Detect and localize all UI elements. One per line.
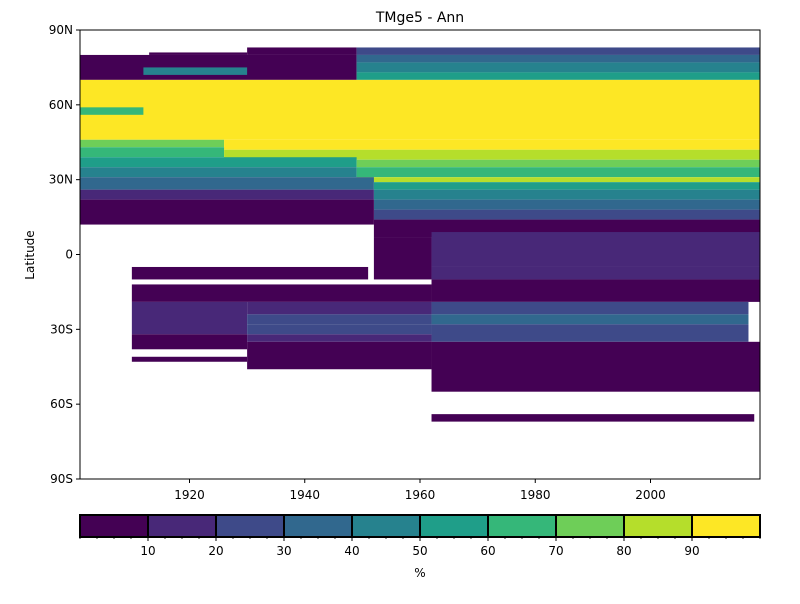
heatmap-cell (80, 139, 225, 148)
y-tick-label: 30S (50, 322, 73, 336)
colorbar-tick-label: 60 (480, 544, 495, 558)
heatmap-cell (80, 54, 357, 80)
heatmap-cell (431, 414, 755, 422)
x-tick-label: 1960 (405, 488, 436, 502)
heatmap-cell (224, 139, 760, 150)
heatmap-cell (247, 301, 432, 315)
colorbar-swatch (79, 514, 149, 538)
colorbar-swatch (283, 514, 353, 538)
heatmap-cell (224, 149, 760, 160)
y-tick-label: 90N (49, 23, 73, 37)
heatmap-cell (143, 67, 248, 75)
heatmap-cell (131, 284, 432, 302)
colorbar-tick-label: 80 (616, 544, 631, 558)
heatmap-cell (247, 47, 357, 55)
colorbar-tick-label: 40 (344, 544, 359, 558)
x-axis: 1920 1940 1960 1980 2000 (174, 479, 666, 502)
heatmap-cell (431, 279, 760, 302)
colorbar: 10 20 30 40 50 60 70 80 90 (79, 514, 761, 558)
colorbar-swatch (487, 514, 557, 538)
colorbar-label: % (414, 566, 425, 580)
x-tick-label: 1920 (174, 488, 205, 502)
y-axis: 90N 60N 30N 0 30S 60S 90S (49, 23, 80, 486)
heatmap-cell (431, 314, 749, 325)
heatmap-cell (431, 266, 760, 280)
colorbar-swatch (623, 514, 693, 538)
heatmap-cell (131, 301, 248, 335)
y-tick-label: 60S (50, 397, 73, 411)
heatmap-cell (247, 314, 432, 325)
heatmap-cell (80, 199, 374, 225)
y-tick-label: 0 (65, 248, 73, 262)
colorbar-swatch (555, 514, 625, 538)
heatmap-cell (80, 79, 760, 140)
heatmap-cell (431, 341, 760, 392)
heatmap-cell (80, 107, 144, 115)
plot-area (79, 29, 761, 480)
chart-title: TMge5 - Ann (375, 10, 464, 26)
heatmap-cell (80, 167, 357, 178)
x-tick-label: 2000 (635, 488, 666, 502)
colorbar-tick-label: 30 (276, 544, 291, 558)
y-axis-label: Latitude (23, 230, 37, 279)
heatmap-cell (247, 334, 432, 342)
colorbar-swatch (351, 514, 421, 538)
colorbar-swatch (419, 514, 489, 538)
heatmap-cell (431, 232, 760, 267)
heatmap-cell (80, 157, 357, 168)
heatmap-cell (247, 341, 432, 370)
colorbar-tick-label: 20 (208, 544, 223, 558)
heatmap-cell (373, 182, 760, 190)
heatmap-cell (373, 209, 760, 220)
colorbar-tick-label: 70 (548, 544, 563, 558)
colorbar-tick-label: 50 (412, 544, 427, 558)
heatmap-cell (431, 301, 749, 315)
heatmap-cell (131, 356, 248, 362)
heatmap-cell (149, 52, 248, 55)
colorbar-swatch (147, 514, 217, 538)
heatmap-cell (80, 189, 374, 200)
heatmap-cell (373, 189, 760, 200)
heatmap-cells (80, 47, 760, 422)
heatmap-cell (131, 334, 248, 350)
x-tick-label: 1980 (520, 488, 551, 502)
y-tick-label: 60N (49, 98, 73, 112)
heatmap-cell (356, 47, 760, 55)
y-tick-label: 30N (49, 173, 73, 187)
heatmap-cell (373, 199, 760, 210)
heatmap-cell (356, 167, 760, 178)
colorbar-tick-label: 90 (684, 544, 699, 558)
y-tick-label: 90S (50, 472, 73, 486)
heatmap-cell (431, 324, 749, 342)
colorbar-swatch (215, 514, 285, 538)
heatmap-cell (356, 72, 760, 80)
x-tick-label: 1940 (289, 488, 320, 502)
heatmap-cell (356, 177, 760, 183)
heatmap-cell (247, 324, 432, 335)
heatmap-cell (131, 266, 369, 280)
heatmap-cell (80, 147, 225, 158)
heatmap-cell (356, 54, 760, 63)
heatmap-cell (356, 62, 760, 73)
heatmap-cell (356, 159, 760, 168)
colorbar-swatch (691, 514, 761, 538)
heatmap-cell (80, 177, 374, 190)
heatmap-cell (373, 237, 432, 280)
colorbar-tick-label: 10 (140, 544, 155, 558)
